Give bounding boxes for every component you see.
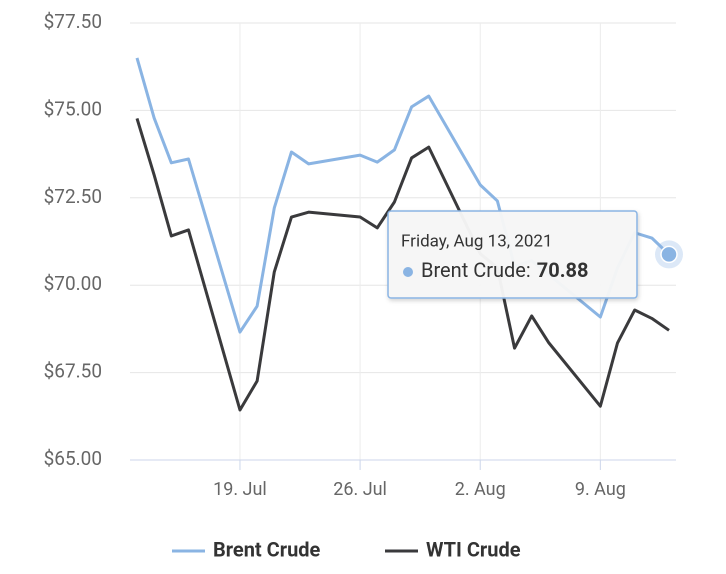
- x-tick-label: 19. Jul: [213, 479, 267, 500]
- hover-marker: [660, 245, 678, 264]
- tooltip-date: Friday, Aug 13, 2021: [401, 231, 553, 251]
- series-line: [135, 57, 671, 334]
- x-tick-label: 2. Aug: [455, 479, 506, 500]
- y-tick-label: $70.00: [44, 272, 102, 295]
- y-tick-label: $75.00: [44, 97, 102, 120]
- plot: [135, 57, 683, 412]
- tooltip-dot: [403, 267, 413, 277]
- y-tick-label: $67.50: [44, 360, 102, 383]
- y-tick-label: $72.50: [44, 185, 102, 208]
- tooltip: Friday, Aug 13, 2021 Brent Crude: 70.88: [387, 210, 638, 299]
- legend-label: Brent Crude: [213, 537, 321, 561]
- tooltip-value: 70.88: [537, 258, 589, 282]
- tooltip-box: [387, 210, 638, 299]
- tooltip-series: Brent Crude:: [421, 258, 531, 282]
- x-tick-label: 26. Jul: [333, 479, 387, 500]
- legend-label: WTI Crude: [426, 537, 521, 561]
- series-line: [135, 118, 670, 412]
- y-tick-label: $77.50: [44, 10, 102, 33]
- legend-item[interactable]: WTI Crude: [385, 537, 521, 561]
- x-tick-label: 9. Aug: [575, 479, 626, 500]
- grid: $65.00 $67.50 $70.00 $72.50 $75.00 $77.50 19. …: [44, 10, 676, 500]
- tooltip-line: Brent Crude: 70.88: [421, 258, 588, 282]
- legend[interactable]: Brent Crude WTI Crude: [172, 537, 521, 561]
- y-tick-label: $65.00: [44, 447, 102, 470]
- legend-item[interactable]: Brent Crude: [172, 537, 321, 561]
